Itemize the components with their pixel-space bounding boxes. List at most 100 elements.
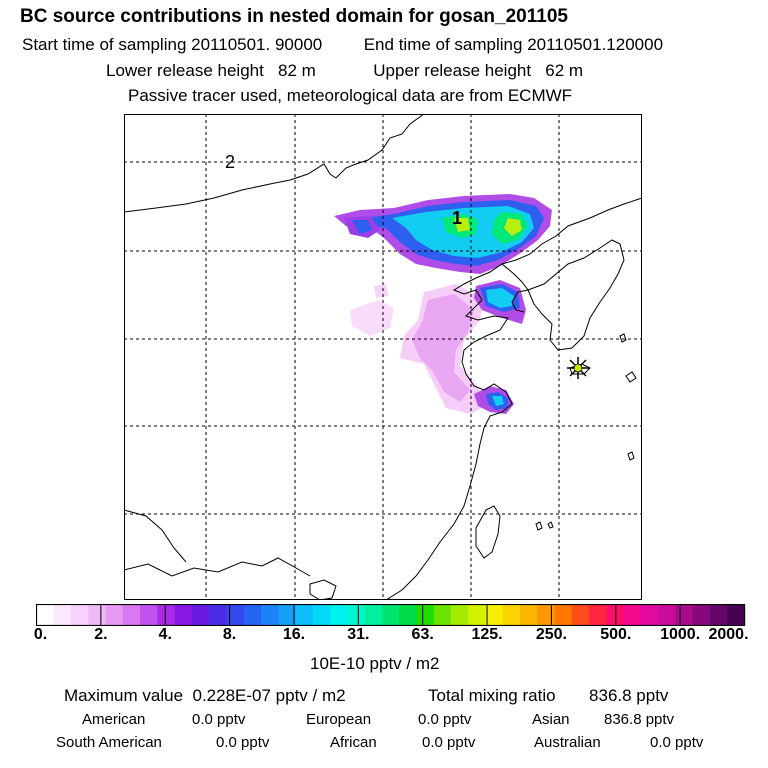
colorbar-swatch: [554, 604, 573, 626]
footprint-faint-spot: [374, 284, 388, 298]
map-label-1: 1: [452, 208, 462, 228]
colorbar-swatch: [209, 604, 228, 626]
sampling-end-label: End time of sampling: [363, 35, 523, 54]
sampling-start-value: 20110501. 90000: [191, 35, 323, 54]
colorbar-tick-label: 4.: [158, 626, 172, 643]
colorbar-swatch: [174, 604, 193, 626]
upper-height-value: 62 m: [545, 61, 584, 80]
taiwan-outline: [475, 505, 501, 559]
region-name: Australian: [534, 734, 601, 751]
colorbar-swatch: [260, 604, 279, 626]
max-value: 0.228E-07 pptv / m2: [192, 686, 346, 705]
colorbar-swatch: [433, 604, 452, 626]
colorbar-swatch: [502, 604, 521, 626]
colorbar-swatch: [468, 604, 487, 626]
colorbar-swatch: [381, 604, 400, 626]
colorbar-swatch: [399, 604, 418, 626]
region-name: African: [330, 734, 377, 751]
map-frame: [124, 114, 642, 600]
colorbar-tick-label: 1000.: [660, 626, 701, 643]
colorbar-swatch: [312, 604, 331, 626]
colorbar-tick-label: 0.: [33, 626, 48, 643]
colorbar-unit: 10E-10 pptv / m2: [310, 654, 440, 673]
lower-height-value: 82 m: [278, 61, 316, 80]
colorbar-tick-label: 2.: [94, 626, 108, 643]
colorbar-swatch: [571, 604, 590, 626]
footprint-west-blob-blue: [352, 220, 372, 234]
colorbar-tick-label: 16.: [282, 626, 306, 643]
colorbar-swatch: [485, 604, 504, 626]
region-name: Asian: [532, 711, 570, 728]
region-name: South American: [56, 734, 162, 751]
korea-outline: [527, 239, 625, 351]
colorbar-swatch: [589, 604, 607, 626]
colorbar-swatch: [53, 604, 72, 626]
colorbar-swatch: [226, 604, 245, 626]
colorbar-swatch: [140, 604, 158, 626]
region-value: 836.8 pptv: [604, 711, 675, 728]
colorbar-swatch: [623, 604, 642, 626]
colorbar-swatch: [658, 604, 677, 626]
footprint-field: [334, 194, 552, 414]
colorbar-swatch: [122, 604, 141, 626]
map-background: [124, 114, 642, 600]
star-icon: [567, 357, 589, 379]
region-value: 0.0 pptv: [216, 734, 270, 751]
colorbar-swatch: [330, 604, 348, 626]
sampling-end-value: 20110501.120000: [527, 35, 664, 54]
vietnam-border: [124, 557, 311, 577]
max-value-label: Maximum value: [64, 686, 184, 705]
colorbar-swatch: [675, 604, 694, 626]
colorbar-swatch: [450, 604, 469, 626]
colorbar-swatch: [364, 604, 383, 626]
concentration-map: 2 1: [124, 114, 642, 600]
colorbar-tick-label: 2000.: [708, 626, 749, 643]
region-value: 0.0 pptv: [418, 711, 472, 728]
region-name: American: [82, 711, 146, 728]
sampling-start-label: Start time of sampling: [22, 35, 187, 54]
total-mixing-line: Total mixing ratio 836.8 pptv: [428, 686, 668, 706]
colorbar-swatch: [278, 604, 297, 626]
colorbar-tick-label: 63.: [411, 626, 434, 643]
colorbar-swatch: [88, 604, 107, 626]
upper-height-label: Upper release height: [373, 61, 532, 80]
colorbar-swatch: [295, 604, 314, 626]
lower-height-label: Lower release height: [106, 61, 264, 80]
footprint-light-plume: [412, 294, 474, 402]
colorbar-tick-label: 31.: [347, 626, 370, 643]
colorbar-swatch: [520, 604, 538, 626]
colorbar-frame: [36, 604, 746, 626]
colorbar-swatch: [416, 604, 435, 626]
bohai-bay: [501, 263, 529, 313]
colorbar-swatch: [71, 604, 89, 626]
colorbar-swatch: [157, 604, 176, 626]
colorbar-tick-label: 250.: [535, 626, 567, 643]
map-label-2: 2: [225, 152, 235, 172]
region-name: European: [306, 711, 372, 728]
mongolia-border: [124, 114, 425, 213]
colorbar-swatch: [105, 604, 124, 626]
colorbar-swatch: [243, 604, 262, 626]
colorbar-swatch: [640, 604, 659, 626]
island-small-1: [625, 371, 637, 383]
region-value: 0.0 pptv: [192, 711, 246, 728]
colorbar-swatch: [347, 604, 366, 626]
region-value: 0.0 pptv: [422, 734, 476, 751]
total-mixing-value: 836.8 pptv: [589, 686, 669, 705]
total-mixing-label: Total mixing ratio: [428, 686, 556, 705]
tracer-note: Passive tracer used, meteorological data…: [128, 86, 573, 105]
region-value: 0.0 pptv: [650, 734, 704, 751]
colorbar-tick-label: 500.: [600, 626, 632, 643]
colorbar-swatch: [537, 604, 556, 626]
chart-title: BC source contributions in nested domain…: [20, 6, 568, 27]
footprint-north-yellowgreen: [454, 218, 522, 236]
island-small-4: [535, 521, 543, 531]
colorbar-swatch: [692, 604, 711, 626]
colorbar-swatch: [36, 604, 55, 626]
colorbar-swatch: [727, 604, 746, 626]
footprint-south-cyan: [492, 396, 504, 406]
island-small-5: [547, 521, 554, 529]
release-height-line: Lower release height 82 m Upper release …: [106, 61, 583, 81]
colorbar-tick-label: 125.: [471, 626, 503, 643]
colorbar-tick-label: 8.: [222, 626, 237, 643]
